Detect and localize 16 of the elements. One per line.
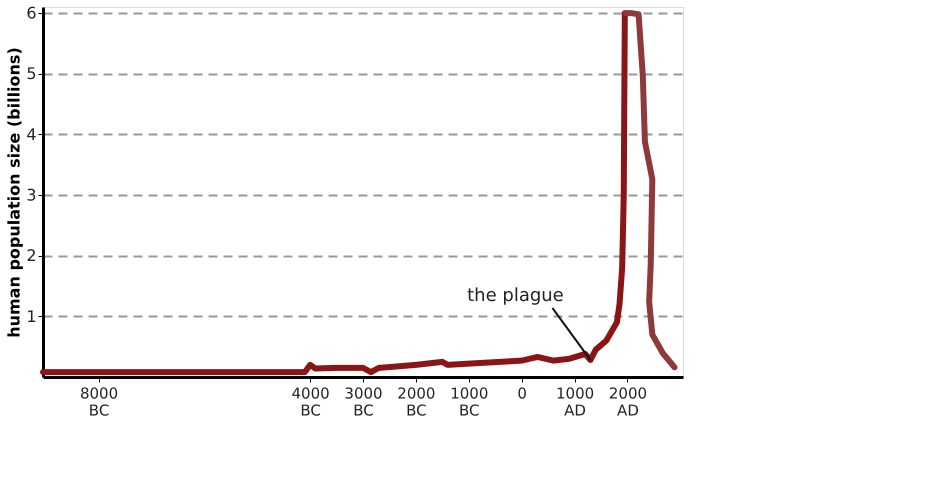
x-tick-label: 2000 BC [397,384,436,420]
x-tick-label: 4000 BC [292,384,330,420]
x-tick-label: 2000 AD [608,384,648,420]
y-tick-label: 4 [26,124,36,144]
y-tick-label: 2 [26,246,36,266]
y-tick-label: 3 [26,186,36,205]
y-tick-label: 5 [26,64,36,84]
x-tick-label: 1000 AD [556,384,594,420]
y-axis-title: human population size (billions) [4,47,24,338]
x-tick-label: 3000 BC [344,384,383,420]
y-tick-label: 1 [26,306,36,326]
x-tick-label: 1000 BC [450,384,488,420]
y-tick-label: 6 [26,4,36,23]
annotation: the plague [467,285,564,306]
x-tick-label: 0 [517,384,527,402]
x-tick-label: 8000 BC [80,384,118,420]
